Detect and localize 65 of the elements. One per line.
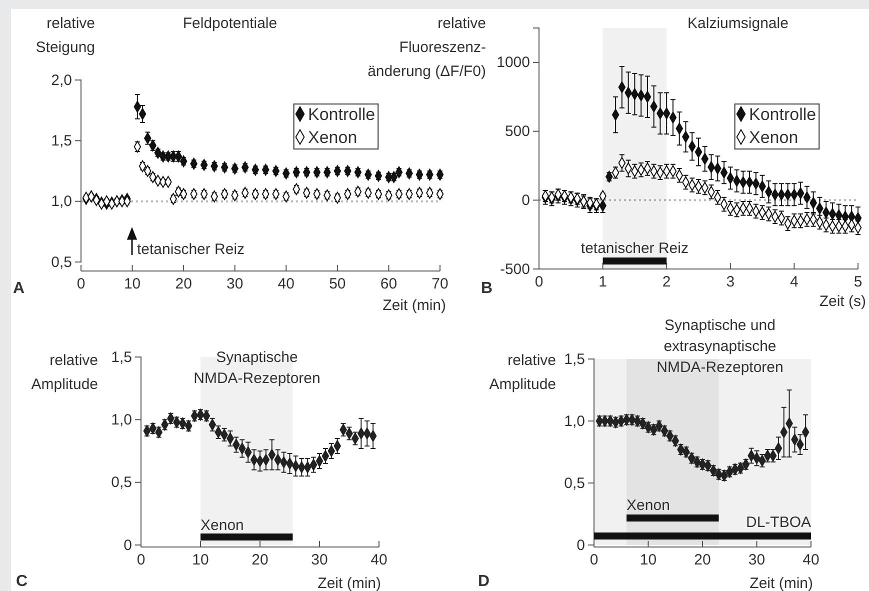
- y-tick-label: 1,5: [51, 132, 72, 150]
- x-tick-label: 30: [748, 552, 766, 568]
- chart-title: Feldpotentiale: [182, 15, 278, 32]
- chart-title: Kalziumsignale: [688, 15, 788, 32]
- y-axis-title: relative Steigung: [36, 15, 95, 56]
- text: D: [478, 573, 490, 590]
- legend-label: Kontrolle: [749, 105, 816, 124]
- x-axis-title: Zeit (min): [318, 575, 381, 591]
- chart-title: Synaptische und extrasynaptische NMDA-Rezeptoren: [656, 317, 784, 376]
- x-tick-label: 40: [802, 552, 820, 568]
- x-tick-label: 10: [124, 276, 141, 292]
- band-label: Xenon: [200, 517, 244, 534]
- x-axis-title: Zeit (min): [382, 297, 446, 314]
- x-tick-label: 0: [534, 274, 544, 290]
- x-tick-label: 30: [226, 276, 244, 292]
- x-tick-label: 2: [662, 274, 671, 290]
- y-tick-label: 1,0: [51, 193, 72, 210]
- x-tick-label: 30: [311, 552, 328, 568]
- x-tick-label: 60: [380, 276, 398, 292]
- x-tick-label: 20: [175, 276, 192, 292]
- y-tick-label: 500: [504, 123, 530, 140]
- y-tick-label: 2,0: [51, 72, 72, 89]
- x-tick-label: 20: [252, 552, 268, 568]
- y-axis-title: relative Amplitude: [489, 352, 556, 393]
- text: C: [16, 573, 28, 590]
- x-tick-label: 4: [790, 274, 798, 290]
- text: B: [481, 280, 493, 297]
- chart-title: Synaptische NMDA-Rezeptoren: [194, 349, 320, 387]
- band-label: tetanischer Reiz: [580, 240, 688, 257]
- x-axis-title: Zeit (min): [750, 575, 813, 591]
- annotation: tetanischer Reiz: [137, 241, 245, 258]
- legend-label: Xenon: [749, 128, 798, 147]
- text: A: [13, 280, 25, 297]
- x-tick-label: 20: [694, 552, 711, 568]
- x-tick-label: 5: [854, 274, 862, 290]
- x-tick-label: 0: [136, 552, 146, 568]
- legend-label: Xenon: [308, 128, 358, 147]
- y-tick-label: 0: [124, 536, 132, 554]
- band-label: DL-TBOA: [746, 514, 811, 531]
- y-tick-label: 1,5: [111, 348, 132, 366]
- y-tick-label: 0,5: [51, 254, 72, 271]
- band-label: Xenon: [626, 497, 670, 514]
- y-tick-label: 0: [576, 536, 585, 554]
- legend-label: Kontrolle: [308, 105, 376, 124]
- x-tick-label: 10: [640, 552, 657, 568]
- y-axis-title: relative Fluoreszenz- änderung (ΔF/F0): [368, 15, 486, 80]
- x-tick-label: 40: [370, 552, 388, 568]
- y-tick-label: 1,0: [111, 411, 132, 428]
- x-tick-label: 3: [726, 274, 735, 290]
- y-tick-label: 1,5: [564, 350, 585, 368]
- y-tick-label: 0,5: [111, 474, 132, 492]
- x-tick-label: 50: [329, 276, 346, 292]
- x-tick-label: 0: [76, 276, 86, 292]
- x-tick-label: 10: [192, 552, 209, 568]
- y-tick-label: 0: [522, 192, 530, 209]
- x-axis-title: Zeit (s): [819, 293, 866, 310]
- y-tick-label: 1000: [496, 54, 530, 72]
- y-tick-label: -500: [500, 260, 530, 278]
- y-tick-label: 1,0: [564, 412, 585, 430]
- x-tick-label: 0: [590, 552, 598, 568]
- y-tick-label: 0,5: [564, 474, 585, 492]
- x-tick-label: 1: [598, 274, 607, 290]
- x-tick-label: 70: [432, 276, 448, 292]
- y-axis-title: relative Amplitude: [31, 352, 98, 393]
- x-tick-label: 40: [278, 276, 294, 292]
